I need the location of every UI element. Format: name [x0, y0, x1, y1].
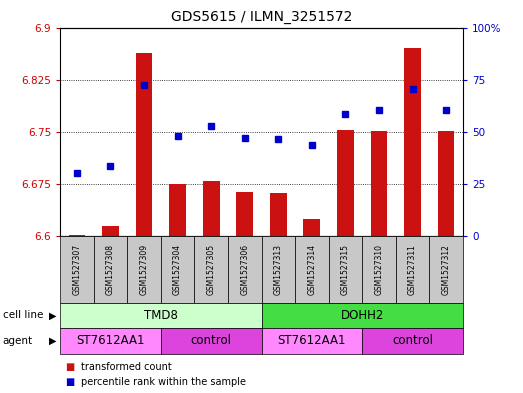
Text: percentile rank within the sample: percentile rank within the sample [81, 377, 246, 387]
Bar [135, 53, 152, 236]
Text: GSM1527312: GSM1527312 [441, 244, 451, 295]
Text: transformed count: transformed count [81, 362, 172, 372]
Text: GSM1527306: GSM1527306 [240, 244, 249, 295]
Bar [203, 181, 220, 236]
Text: GSM1527308: GSM1527308 [106, 244, 115, 295]
Text: control: control [191, 334, 232, 347]
Text: GSM1527313: GSM1527313 [274, 244, 283, 295]
Text: ▶: ▶ [49, 336, 56, 346]
Text: GSM1527315: GSM1527315 [341, 244, 350, 295]
Bar [236, 192, 253, 236]
Text: DOHH2: DOHH2 [340, 309, 384, 322]
Bar [303, 219, 320, 236]
Text: cell line: cell line [3, 310, 43, 320]
Bar [102, 226, 119, 236]
Bar [69, 235, 85, 236]
Text: ▶: ▶ [49, 310, 56, 320]
Bar [169, 184, 186, 236]
Text: GDS5615 / ILMN_3251572: GDS5615 / ILMN_3251572 [171, 10, 352, 24]
Bar [438, 131, 454, 236]
Text: GSM1527314: GSM1527314 [308, 244, 316, 295]
Text: agent: agent [3, 336, 33, 346]
Text: GSM1527309: GSM1527309 [140, 244, 149, 295]
Text: GSM1527311: GSM1527311 [408, 244, 417, 295]
Text: TMD8: TMD8 [144, 309, 178, 322]
Text: GSM1527304: GSM1527304 [173, 244, 182, 295]
Text: ■: ■ [65, 377, 75, 387]
Bar [404, 48, 421, 236]
Text: ST7612AA1: ST7612AA1 [76, 334, 145, 347]
Text: ■: ■ [65, 362, 75, 372]
Text: GSM1527307: GSM1527307 [72, 244, 82, 295]
Text: GSM1527310: GSM1527310 [374, 244, 383, 295]
Text: control: control [392, 334, 433, 347]
Bar [337, 130, 354, 236]
Text: GSM1527305: GSM1527305 [207, 244, 215, 295]
Bar [270, 193, 287, 236]
Bar [371, 131, 388, 236]
Text: ST7612AA1: ST7612AA1 [278, 334, 346, 347]
